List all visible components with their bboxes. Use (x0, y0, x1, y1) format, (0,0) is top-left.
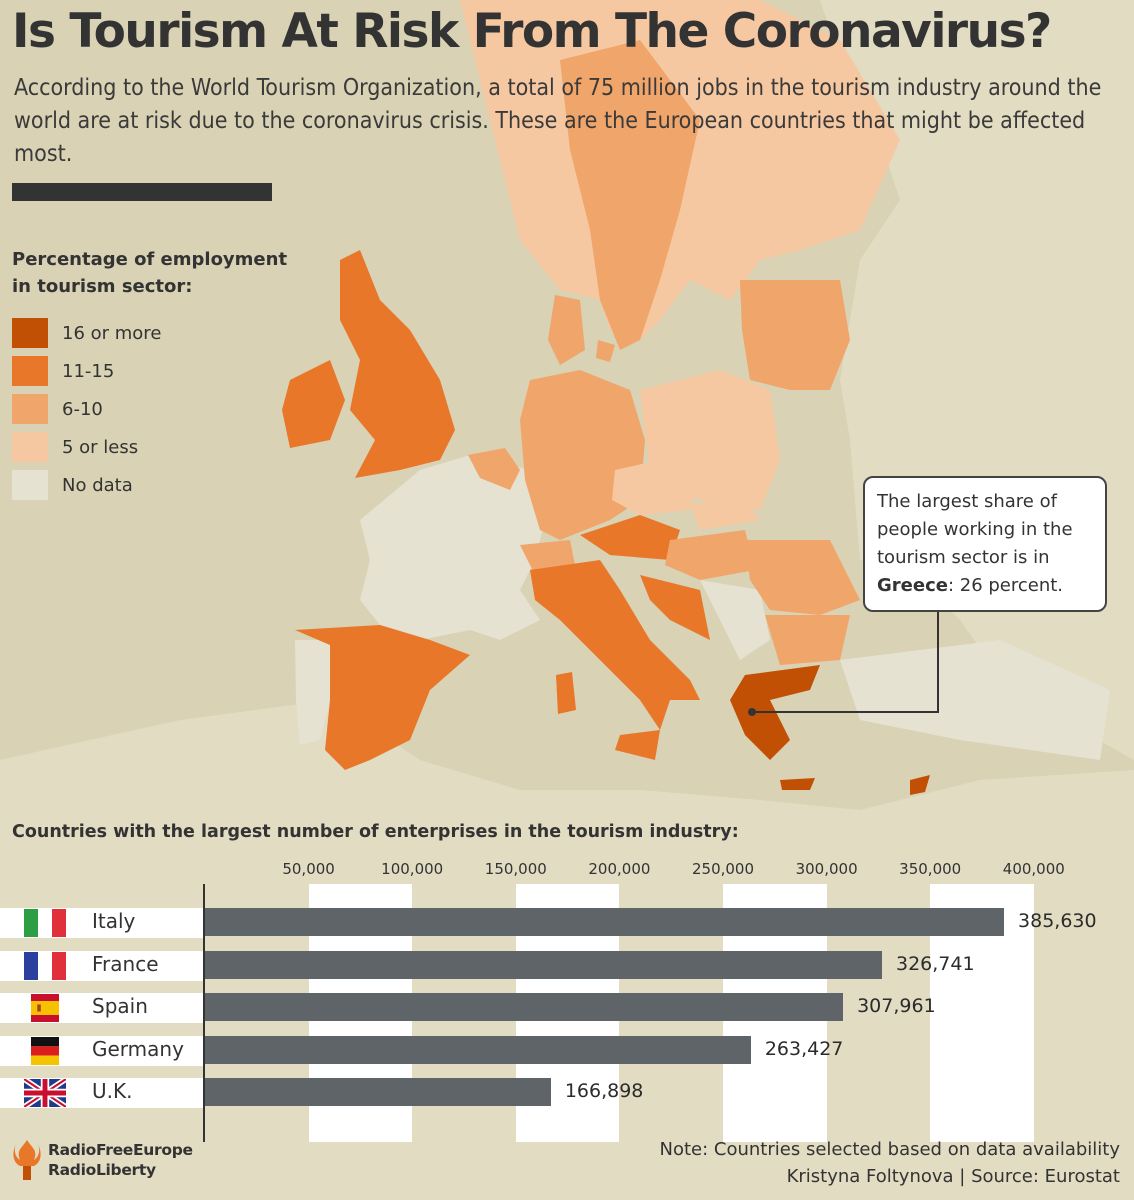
land-romania (745, 540, 860, 615)
legend-item: 5 or less (12, 428, 302, 466)
bar-value-label: 326,741 (896, 952, 975, 975)
x-tick-label: 300,000 (795, 860, 858, 878)
x-tick-label: 100,000 (381, 860, 444, 878)
greece-callout: The largest share of people working in t… (863, 476, 1107, 612)
land-sweden (560, 40, 700, 350)
bar (205, 993, 844, 1021)
legend-label: 6-10 (62, 398, 103, 420)
legend-label: 5 or less (62, 436, 139, 458)
bar (205, 908, 1005, 936)
land-ireland (282, 360, 345, 448)
land-uk (340, 250, 455, 478)
page-subtitle: According to the World Tourism Organizat… (14, 75, 1102, 167)
france-flag-icon (24, 951, 66, 980)
callout-text: The largest share of people working in t… (877, 491, 1073, 568)
bar (205, 1078, 551, 1106)
land-italy (530, 560, 700, 730)
x-tick-label: 150,000 (484, 860, 547, 878)
land-czechia (612, 460, 700, 515)
x-tick-label: 200,000 (588, 860, 651, 878)
callout-country: Greece (877, 575, 948, 596)
map-legend: Percentage of employment in tourism sect… (12, 246, 302, 504)
footer: Note: Countries selected based on data a… (660, 1136, 1120, 1190)
land-cyprus (910, 775, 930, 795)
legend-label: No data (62, 474, 133, 496)
bar (205, 1035, 751, 1064)
legend-swatch (12, 470, 48, 500)
land-croatia (640, 575, 710, 640)
x-tick-label: 250,000 (691, 860, 755, 878)
land-baltics (740, 280, 850, 390)
bar-category-label: Italy (92, 909, 136, 933)
bar-value-label: 166,898 (564, 1080, 644, 1102)
land-portugal (295, 640, 330, 745)
land-balkans (700, 580, 770, 660)
footer-credit: Kristyna Foltynova | Source: Eurostat (786, 1166, 1120, 1187)
bar-category-label: U.K. (92, 1079, 133, 1103)
legend-swatch (12, 394, 48, 424)
x-tick-label: 50,000 (282, 860, 335, 878)
land-hungary (665, 530, 755, 580)
page-title: Is Tourism At Risk From The Coronavirus? (12, 4, 1052, 59)
land-turkey (840, 640, 1110, 760)
land-benelux (468, 448, 520, 490)
torch-icon (13, 1140, 41, 1180)
x-tick-label: 400,000 (1002, 860, 1065, 878)
land-spain (295, 625, 470, 770)
legend-item: 11-15 (12, 352, 302, 390)
legend-item: No data (12, 466, 302, 504)
legend-swatch (12, 432, 48, 462)
bar-category-label: France (92, 951, 159, 976)
land-zealand (596, 340, 615, 362)
land-slovakia (690, 495, 760, 530)
legend-item: 16 or more (12, 314, 302, 352)
land-austria (580, 515, 680, 560)
land-sardinia (556, 672, 576, 714)
uk-flag-icon (22, 1076, 68, 1110)
y-axis-line (203, 884, 205, 1142)
italy-flag-icon (24, 909, 66, 937)
callout-connector (752, 612, 939, 713)
callout-value: : 26 percent. (947, 575, 1064, 596)
bar-category-label: Spain (92, 994, 148, 1018)
land-denmark (548, 295, 585, 365)
bar-category-label: Germany (92, 1036, 184, 1061)
legend-label: 11-15 (62, 360, 115, 382)
logo-line-1: RadioFreeEurope (48, 1141, 193, 1159)
bar-value-label: 385,630 (1018, 910, 1097, 932)
land-france (360, 455, 545, 640)
bar-value-label: 263,427 (764, 1037, 844, 1060)
greece-marker (748, 708, 756, 716)
germany-flag-icon (24, 1036, 66, 1065)
bar-value-label: 307,961 (857, 995, 936, 1017)
title-divider (12, 183, 272, 201)
x-tick-label: 350,000 (899, 860, 962, 878)
land-bulgaria (765, 615, 850, 665)
bar (205, 950, 882, 979)
footer-note: Note: Countries selected based on data a… (659, 1139, 1120, 1160)
land-sicily (615, 730, 660, 760)
logo-line-2: RadioLiberty (48, 1161, 156, 1179)
legend-swatch (12, 356, 48, 386)
rferl-logo: RadioFreeEurope RadioLiberty (12, 1138, 193, 1182)
legend-swatch (12, 318, 48, 348)
spain-flag-icon (24, 994, 66, 1022)
bar-chart-title: Countries with the largest number of ent… (12, 822, 739, 842)
legend-label: 16 or more (62, 322, 162, 344)
legend-item: 6-10 (12, 390, 302, 428)
land-crete (780, 778, 815, 790)
legend-title: Percentage of employment in tourism sect… (12, 249, 288, 297)
